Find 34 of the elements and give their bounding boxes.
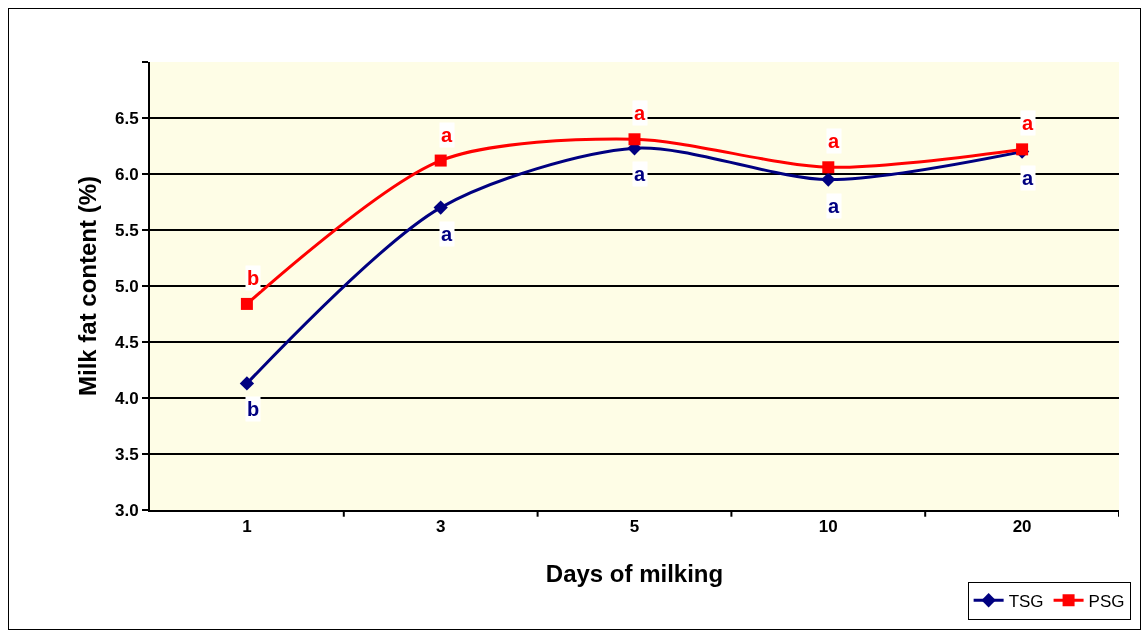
point [821, 172, 836, 187]
y-axis-title: Milk fat content (%) [73, 176, 101, 396]
annotation: b [247, 398, 260, 420]
annotation: a [828, 195, 840, 217]
annotation: a [441, 223, 453, 245]
annotation: a [634, 163, 646, 185]
point [240, 297, 253, 310]
x-tick-label: 3 [435, 517, 446, 537]
point [822, 161, 835, 174]
point [239, 376, 255, 391]
annotation: b [247, 267, 260, 289]
point [628, 133, 641, 146]
y-tick-label: 3.5 [114, 444, 139, 464]
y-tick-label: 5.0 [114, 276, 139, 296]
x-tick-label: 20 [1012, 517, 1032, 537]
legend-label: TSG [1008, 591, 1044, 611]
y-tick-label: 4.5 [114, 332, 139, 352]
legend-label: PSG [1088, 591, 1125, 611]
x-tick-label: 1 [242, 517, 252, 537]
y-tick-label: 3.0 [114, 500, 139, 520]
annotation: a [1022, 112, 1034, 134]
y-tick-label: 6.5 [114, 108, 139, 128]
point [433, 200, 448, 215]
annotation: a [828, 130, 840, 152]
annotation: a [441, 124, 453, 146]
x-tick-label: 5 [629, 517, 640, 537]
point [434, 154, 447, 167]
x-axis-title: Days of milking [545, 560, 724, 588]
y-tick-label: 6.0 [114, 164, 139, 184]
annotation: a [634, 102, 646, 124]
y-tick-label: 5.5 [114, 220, 139, 240]
y-tick-label: 4.0 [114, 388, 139, 408]
annotation: a [1022, 167, 1034, 189]
x-tick-label: 10 [818, 517, 838, 537]
